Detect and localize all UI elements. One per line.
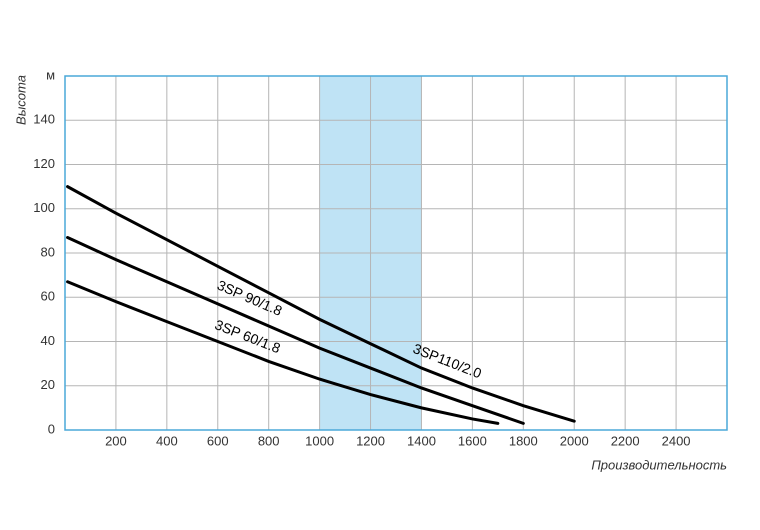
x-tick-label: 1600 [458,433,487,448]
x-tick-label: 400 [156,433,178,448]
x-tick-label: 1000 [305,433,334,448]
y-tick-label: 40 [41,333,55,348]
y-tick-label: 140 [33,112,55,127]
x-tick-label: 200 [105,433,127,448]
y-tick-label: 0 [48,421,55,436]
curve [66,280,500,425]
curve [66,185,576,423]
x-tick-label: 2200 [611,433,640,448]
plot-frame [64,75,728,431]
x-tick-label: 600 [207,433,229,448]
x-tick-label: 2000 [560,433,589,448]
y-tick-label: м [46,67,55,82]
curve-label: 3SP 60/1.8 [213,316,283,356]
y-tick-label: 80 [41,244,55,259]
x-tick-label: 1200 [356,433,385,448]
curve [66,236,525,425]
x-tick-label: 2400 [662,433,691,448]
y-tick-label: 20 [41,377,55,392]
x-tick-label: 800 [258,433,280,448]
y-axis-label: Высота [13,75,28,125]
y-tick-label: 60 [41,289,55,304]
x-axis-label: Производительность [591,457,727,472]
x-tick-label: 1400 [407,433,436,448]
y-tick-label: 100 [33,200,55,215]
x-tick-label: 1800 [509,433,538,448]
y-tick-label: 120 [33,156,55,171]
